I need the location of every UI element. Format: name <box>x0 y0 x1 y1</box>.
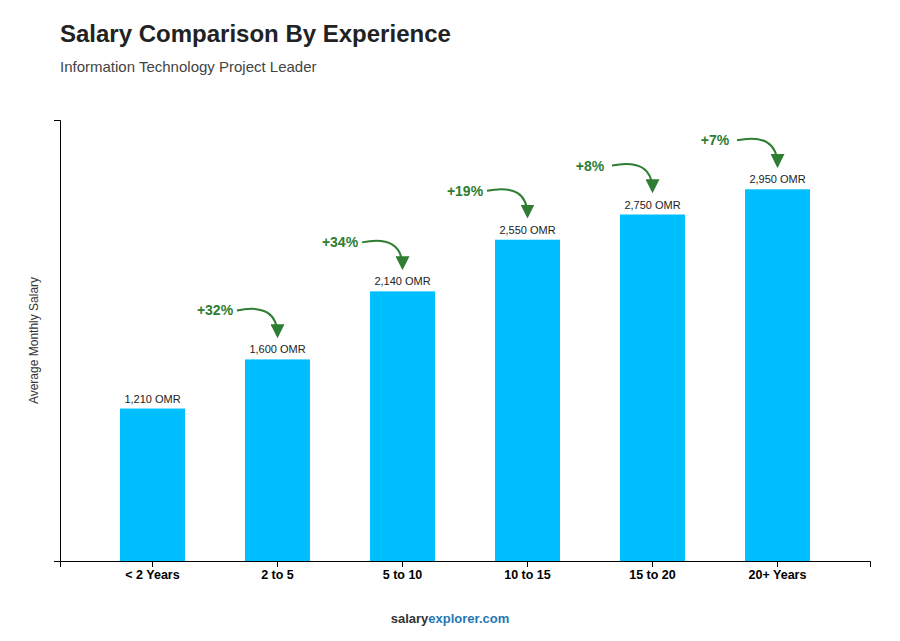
annotation: +34% <box>322 234 359 250</box>
y-axis-line <box>54 121 61 562</box>
data-label: 1,210 OMR <box>124 393 180 405</box>
x-tick: 15 to 20 <box>629 561 676 582</box>
annotation: +19% <box>447 183 484 199</box>
x-tick-label: < 2 Years <box>125 568 179 582</box>
bar <box>495 240 560 561</box>
data-labels: 1,210 OMR 1,600 OMR 2,140 OMR 2,550 OMR 2,75… <box>124 173 805 404</box>
footer: salaryexplorer.com <box>391 611 510 626</box>
bars <box>120 189 810 561</box>
footer-part: explorer.com <box>428 611 509 626</box>
annotation-arrow <box>612 164 653 191</box>
bar <box>120 409 185 561</box>
x-tick-mark <box>152 561 153 567</box>
chart: Salary Comparison By Experience Informati… <box>0 0 900 641</box>
plot: < 2 Years 2 to 5 5 to 10 10 to 15 15 to 20 20… <box>54 121 871 582</box>
x-tick-label: 15 to 20 <box>629 568 676 582</box>
bar <box>745 189 810 561</box>
x-tick-label: 5 to 10 <box>383 568 423 582</box>
data-label: 2,950 OMR <box>749 173 805 185</box>
footer-part: salary <box>391 611 429 626</box>
data-label: 2,550 OMR <box>499 224 555 236</box>
annotation-arrow <box>362 241 403 268</box>
x-tick-label: 20+ Years <box>749 568 807 582</box>
x-tick-label: 10 to 15 <box>504 568 551 582</box>
annotation-arrow <box>737 139 778 166</box>
annotations: +32% +34% +19% +8% +7% <box>197 132 778 335</box>
annotation-arrow <box>487 189 528 216</box>
x-tick-mark <box>527 561 528 567</box>
data-label: 2,140 OMR <box>374 275 430 287</box>
x-axis-line <box>61 562 871 568</box>
x-tick: 10 to 15 <box>504 561 551 582</box>
annotation: +32% <box>197 302 234 318</box>
x-axis: < 2 Years 2 to 5 5 to 10 10 to 15 15 to 20 20… <box>61 561 871 582</box>
x-tick-mark <box>652 561 653 567</box>
subtitle: Information Technology Project Leader <box>60 58 317 75</box>
x-tick: 5 to 10 <box>383 561 423 582</box>
annotation: +8% <box>576 158 605 174</box>
x-tick: 20+ Years <box>749 561 807 582</box>
x-tick: 2 to 5 <box>261 561 294 582</box>
x-tick-label: 2 to 5 <box>261 568 294 582</box>
x-tick-mark <box>277 561 278 567</box>
bar <box>245 359 310 561</box>
y-axis-title: Average Monthly Salary <box>27 277 41 404</box>
bar <box>370 291 435 561</box>
x-tick: < 2 Years <box>125 561 179 582</box>
bar <box>620 215 685 562</box>
annotation-arrow <box>237 309 278 336</box>
data-label: 2,750 OMR <box>624 199 680 211</box>
y-axis <box>54 121 61 562</box>
x-tick-mark <box>777 561 778 567</box>
x-tick-mark <box>402 561 403 567</box>
data-label: 1,600 OMR <box>249 343 305 355</box>
title: Salary Comparison By Experience <box>60 20 451 47</box>
annotation: +7% <box>701 132 730 148</box>
